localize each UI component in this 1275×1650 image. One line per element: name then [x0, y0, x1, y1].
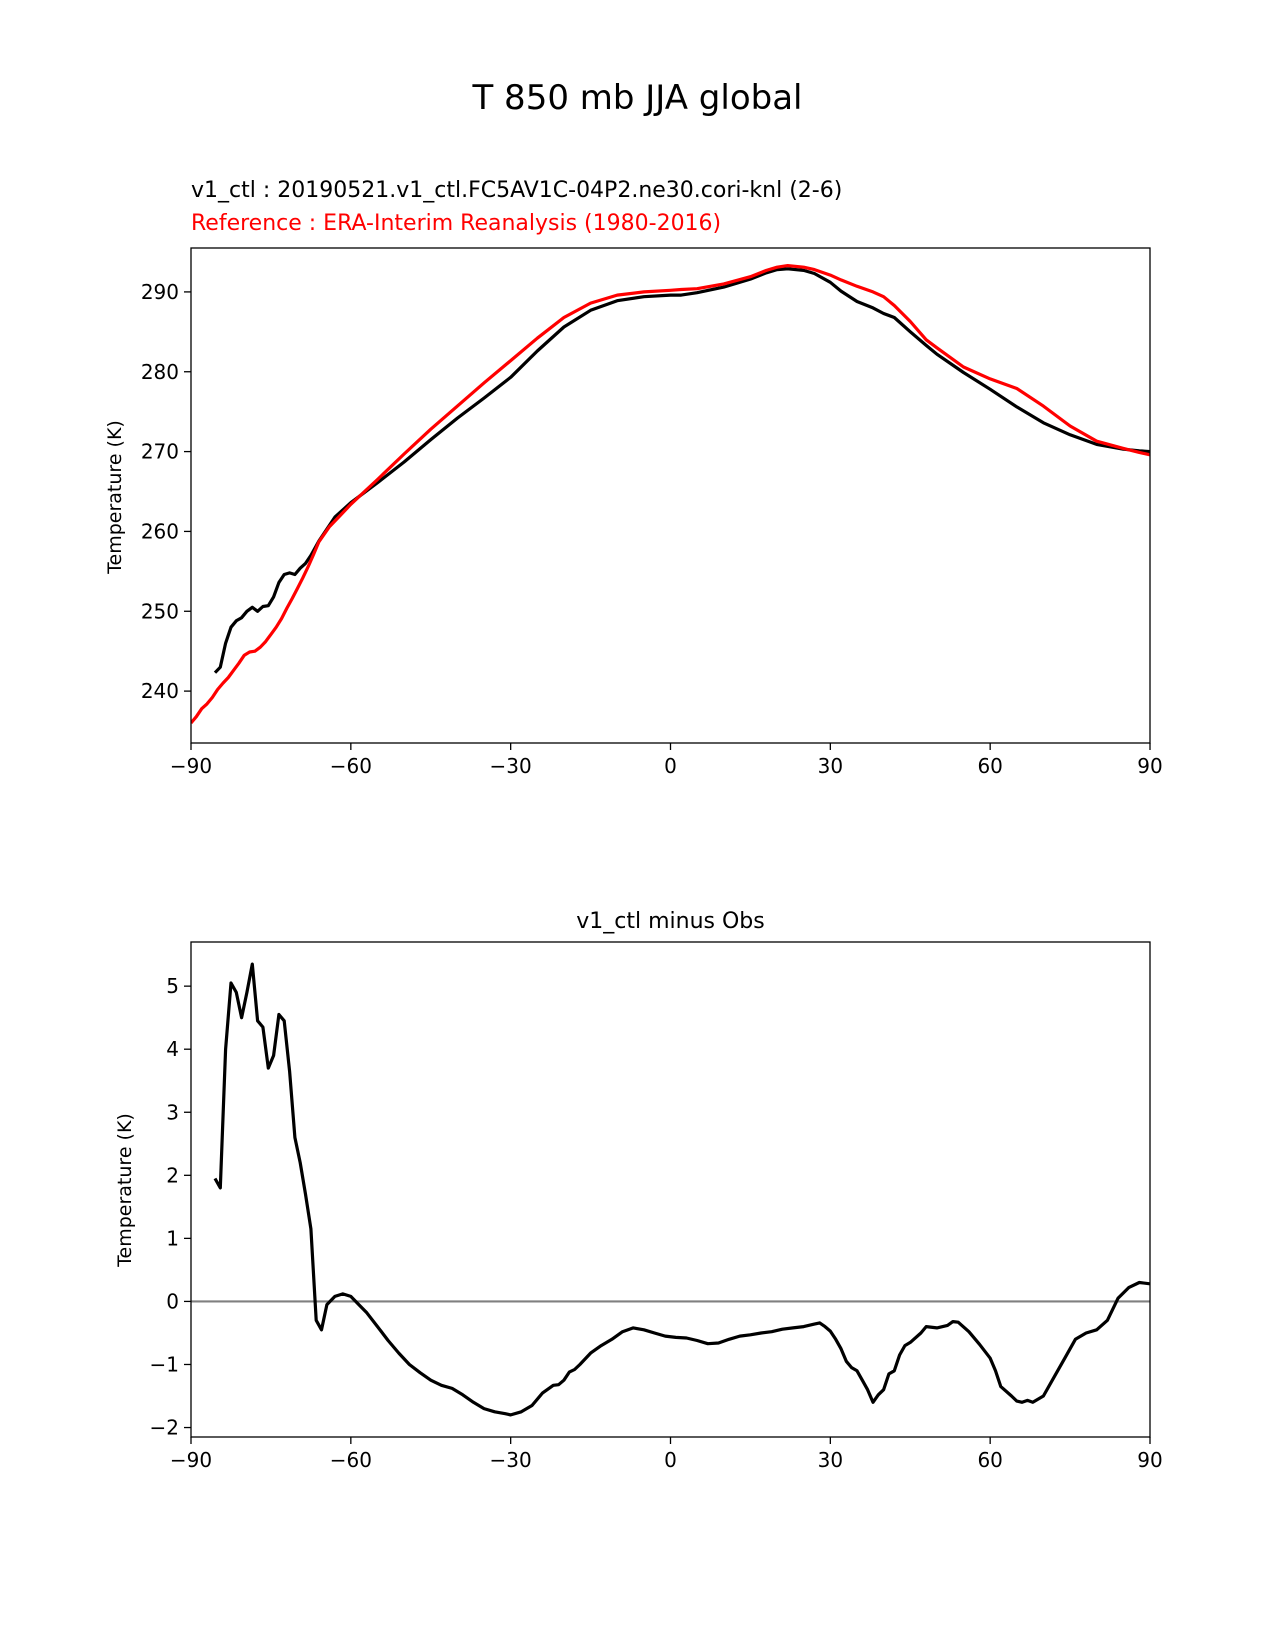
y-tick-label: 280 [141, 360, 179, 384]
series-line-v1-ctl-minus-obs [213, 962, 1150, 1417]
x-tick-label: −30 [490, 754, 532, 778]
series-line-reference [191, 264, 1150, 725]
y-tick-label: 0 [166, 1289, 179, 1313]
top-panel-frame [190, 247, 1151, 744]
x-tick-label: 90 [1137, 754, 1162, 778]
y-tick-label: −2 [150, 1416, 179, 1440]
y-tick-label: 4 [166, 1037, 179, 1061]
bottom-panel-y-axis: −2 −1 0 1 2 3 4 5 [150, 974, 191, 1440]
x-tick-label: −90 [170, 1448, 212, 1472]
x-tick-label: −60 [330, 754, 372, 778]
top-panel-y-axis: 240 250 260 270 280 290 [141, 280, 191, 703]
bottom-panel-y-label: Temperature (K) [114, 1113, 136, 1268]
bottom-panel-title: v1_ctl minus Obs [576, 909, 764, 934]
x-tick-label: 90 [1137, 1448, 1162, 1472]
y-tick-label: 260 [141, 519, 179, 543]
y-tick-label: 240 [141, 679, 179, 703]
top-panel-reference-title: Reference : ERA-Interim Reanalysis (1980… [191, 211, 721, 236]
x-tick-label: 60 [977, 754, 1002, 778]
series-line-v1-ctl [213, 267, 1150, 674]
x-tick-label: 30 [818, 1448, 843, 1472]
y-tick-label: 250 [141, 599, 179, 623]
y-tick-label: 1 [166, 1226, 179, 1250]
x-tick-label: 0 [664, 754, 677, 778]
figure-title: T 850 mb JJA global [471, 78, 802, 118]
y-tick-label: 3 [166, 1100, 179, 1124]
y-tick-label: 5 [166, 974, 179, 998]
bottom-panel-x-axis: −90 −60 −30 0 30 60 90 [170, 1437, 1163, 1472]
y-tick-label: 270 [141, 440, 179, 464]
top-panel-y-label: Temperature (K) [104, 420, 126, 575]
bottom-panel-frame [190, 941, 1151, 1438]
top-panel-x-axis: −90 −60 −30 0 30 60 90 [170, 743, 1163, 778]
bottom-panel: v1_ctl minus Obs −90 −60 −30 0 30 60 90 −2 −1 0 1… [114, 909, 1163, 1472]
x-tick-label: 60 [977, 1448, 1002, 1472]
x-tick-label: 30 [818, 754, 843, 778]
x-tick-label: −60 [330, 1448, 372, 1472]
y-tick-label: 2 [166, 1163, 179, 1187]
x-tick-label: −90 [170, 754, 212, 778]
x-tick-label: 0 [664, 1448, 677, 1472]
top-panel-test-title: v1_ctl : 20190521.v1_ctl.FC5AV1C-04P2.ne… [191, 178, 842, 203]
y-tick-label: 290 [141, 280, 179, 304]
y-tick-label: −1 [150, 1352, 179, 1376]
bottom-panel-plot-area [191, 962, 1150, 1417]
top-panel-plot-area [191, 264, 1150, 725]
top-panel: v1_ctl : 20190521.v1_ctl.FC5AV1C-04P2.ne… [104, 178, 1163, 778]
x-tick-label: −30 [490, 1448, 532, 1472]
